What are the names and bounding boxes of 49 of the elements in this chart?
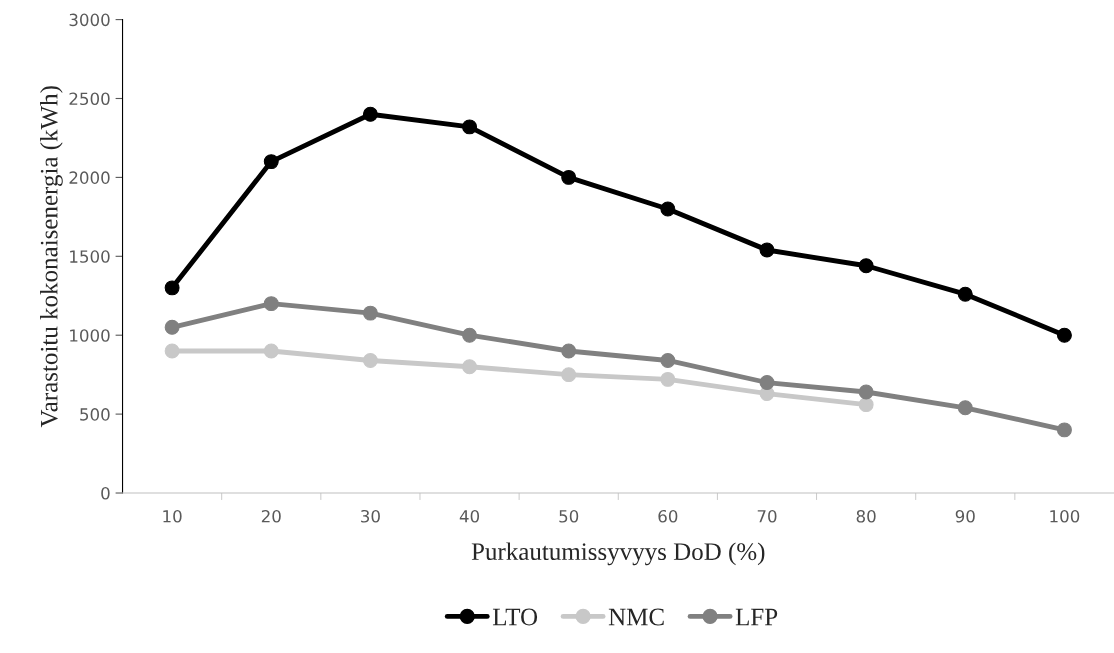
point (462, 359, 478, 375)
x-tick-label: 20 (261, 509, 281, 523)
point (1056, 327, 1072, 343)
y-tick-label: 1500 (70, 250, 110, 263)
point (660, 371, 676, 387)
y-tick-label: 2000 (69, 171, 110, 184)
point (858, 397, 874, 413)
x-tick-label: 70 (757, 509, 777, 523)
point (561, 343, 577, 359)
x-axis-title: Purkautumissyvyys DoD (%) (471, 542, 765, 566)
x-tick-label: 50 (559, 509, 579, 523)
x-tick-label: 40 (459, 509, 480, 523)
x-tick-label: 60 (658, 509, 678, 523)
x-tick-label: 30 (361, 509, 380, 523)
point (561, 169, 577, 185)
point (263, 296, 279, 312)
point (957, 400, 973, 416)
point (263, 154, 279, 170)
point (759, 375, 775, 391)
y-tick-label: 2500 (69, 92, 110, 106)
legend-label: LTO (492, 608, 538, 626)
point (164, 343, 180, 359)
point (957, 286, 973, 302)
point (164, 280, 180, 296)
point (1056, 422, 1072, 438)
legend-label: NMC (608, 608, 664, 626)
point (660, 201, 676, 217)
point (462, 119, 478, 135)
point (858, 258, 874, 274)
point (263, 343, 279, 359)
x-tick-label: 90 (955, 509, 975, 523)
x-tick-label: 10 (163, 509, 182, 523)
point (858, 384, 874, 400)
point (759, 242, 775, 258)
y-tick-label: 1000 (70, 329, 110, 342)
point (362, 106, 378, 122)
y-tick-label: 3000 (69, 13, 110, 27)
point (561, 367, 577, 383)
point (660, 352, 676, 368)
point (462, 327, 478, 343)
point (362, 352, 378, 368)
point (164, 319, 180, 335)
x-tick-label: 80 (856, 509, 876, 523)
y-tick-label: 500 (80, 408, 110, 421)
y-axis-title: Varastoitu kokonaisenergia (kWh) (40, 86, 63, 428)
y-tick-label: 0 (101, 486, 110, 500)
legend-label: LFP (735, 608, 778, 626)
x-tick-label: 100 (1050, 509, 1080, 523)
point (362, 305, 378, 321)
